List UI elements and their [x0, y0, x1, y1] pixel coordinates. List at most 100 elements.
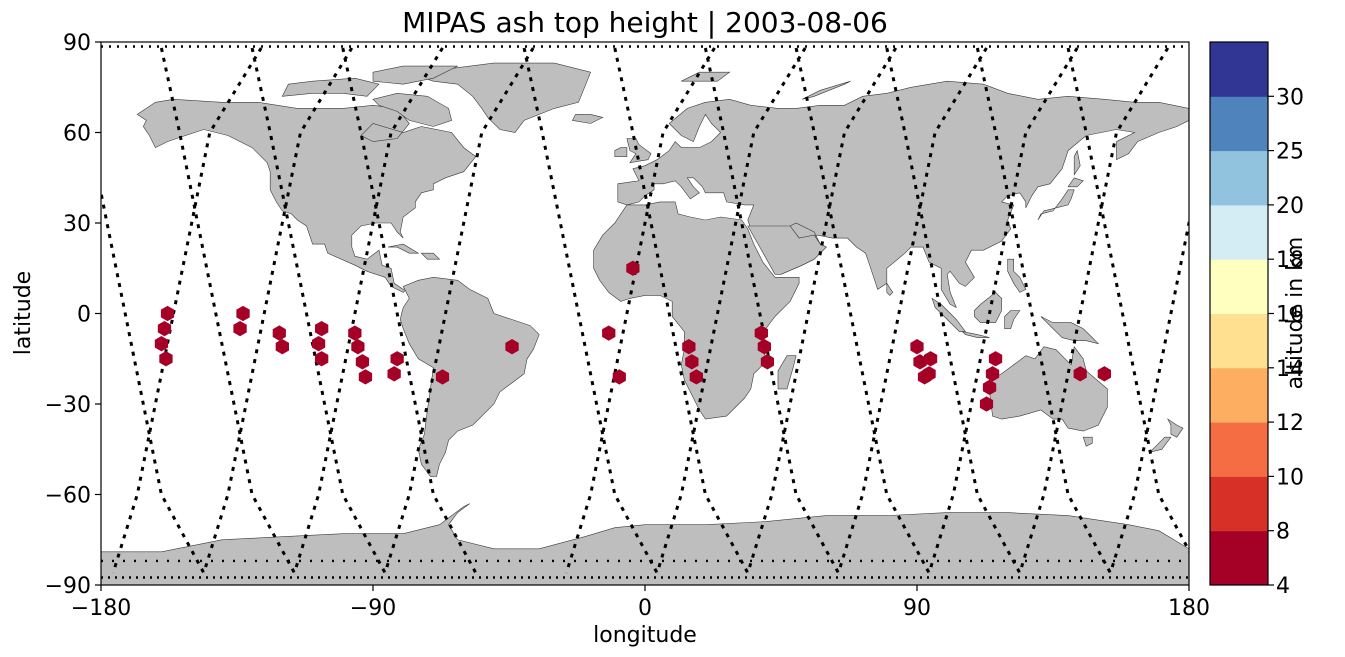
- ash-point: [358, 369, 373, 385]
- track-12: [655, 47, 807, 574]
- track-3: [159, 47, 296, 574]
- land-canadian-islands-2: [372, 65, 458, 85]
- ash-point: [272, 325, 286, 341]
- x-tick-label: 0: [638, 596, 652, 621]
- land-svalbard: [681, 71, 731, 82]
- ash-point: [390, 351, 404, 367]
- ash-point: [314, 351, 329, 367]
- ash-point: [922, 366, 936, 382]
- colorbar-tick-label: 12: [1276, 411, 1304, 436]
- ash-point: [355, 354, 370, 370]
- land-new-zealand-south: [1148, 436, 1172, 453]
- colorbar-tick-label: 30: [1276, 85, 1304, 110]
- land-hokkaido: [1067, 177, 1084, 188]
- colorbar-label: altitude in km: [1283, 237, 1308, 390]
- ash-point: [160, 305, 175, 322]
- colorbar-tick-label: 20: [1276, 194, 1304, 219]
- ash-point: [236, 305, 250, 322]
- ash-point: [910, 339, 924, 355]
- ash-point: [387, 366, 401, 382]
- colorbar-segment: [1210, 422, 1268, 477]
- colorbar-segment: [1210, 150, 1268, 206]
- track-7: [341, 47, 478, 574]
- colorbar-segment: [1210, 96, 1268, 152]
- land-masses: [101, 62, 1189, 585]
- ash-point: [612, 369, 626, 385]
- y-tick-label: 30: [63, 212, 91, 237]
- land-hispaniola: [420, 252, 441, 260]
- ash-point: [435, 369, 450, 385]
- track-13: [703, 47, 840, 574]
- colorbar: 4 8 10 12 14 16 18 20 25 30: [1209, 41, 1304, 599]
- y-tick-label: −30: [45, 393, 91, 418]
- track-20: [1018, 47, 1170, 574]
- plot-area: [100, 41, 1190, 586]
- y-tick-label: −90: [45, 574, 91, 599]
- y-tick-label: −60: [45, 484, 91, 509]
- ash-point: [757, 339, 771, 355]
- ash-point: [626, 260, 640, 276]
- land-novaya-zemlya: [802, 80, 851, 100]
- track-16: [836, 47, 988, 574]
- land-iceland: [572, 114, 604, 124]
- land-new-guinea: [1040, 316, 1100, 345]
- land-sri-lanka: [886, 282, 894, 296]
- x-tick-label: 90: [903, 596, 931, 621]
- track-1: [101, 185, 206, 574]
- ash-point: [275, 339, 290, 355]
- track-21: [1066, 47, 1189, 554]
- land-java: [961, 331, 990, 338]
- colorbar-segment: [1210, 530, 1268, 586]
- land-sakhalin: [1073, 149, 1081, 176]
- land-madagascar: [777, 355, 797, 390]
- ash-point: [348, 325, 362, 341]
- colorbar-segment: [1210, 367, 1268, 423]
- track-22: [1108, 215, 1189, 574]
- colorbar-segment: [1210, 476, 1268, 532]
- ash-point: [311, 336, 326, 352]
- colorbar-segment: [1210, 204, 1268, 260]
- ash-point: [154, 336, 169, 352]
- ash-point: [682, 339, 696, 355]
- track-9: [522, 47, 659, 574]
- land-eurasia: [617, 80, 1189, 309]
- ash-point: [979, 396, 994, 412]
- x-axis: −180 −90 0 90 180: [71, 585, 1210, 621]
- track-6: [292, 47, 444, 574]
- colorbar-segment: [1210, 313, 1268, 369]
- land-new-zealand-north: [1167, 418, 1184, 438]
- land-sulawesi: [1004, 310, 1021, 329]
- ash-point: [689, 369, 703, 385]
- ash-point: [982, 379, 997, 396]
- satellite-tracks: [101, 45, 1189, 579]
- y-axis: −90 −60 −30 0 30 60 90: [45, 31, 101, 599]
- colorbar-tick-label: 4: [1276, 574, 1290, 599]
- land-antarctica: [101, 503, 1189, 585]
- colorbar-tick-label: 18: [1276, 248, 1304, 273]
- colorbar-tick-label: 25: [1276, 140, 1304, 165]
- land-baffin-island: [372, 92, 452, 127]
- track-14: [746, 47, 898, 574]
- colorbar-segment: [1210, 42, 1268, 97]
- land-japan: [1037, 189, 1075, 221]
- y-tick-label: 90: [63, 31, 91, 56]
- ash-point: [754, 325, 768, 341]
- land-ireland: [614, 147, 628, 157]
- ash-point: [685, 354, 699, 370]
- land-north-america: [136, 98, 477, 293]
- ash-point: [157, 320, 172, 337]
- ash-point: [159, 351, 173, 367]
- y-tick-label: 0: [77, 303, 91, 328]
- track-17: [885, 47, 1022, 574]
- track-10: [564, 47, 716, 574]
- x-tick-label: −90: [350, 596, 396, 621]
- ash-point: [314, 320, 329, 337]
- y-axis-label: latitude: [11, 271, 36, 355]
- ash-point: [233, 320, 247, 337]
- land-tasmania: [1082, 436, 1093, 447]
- track-4: [202, 47, 354, 574]
- colorbar-tick-label: 14: [1276, 357, 1304, 382]
- x-tick-label: −180: [71, 596, 131, 621]
- land-british-isles: [626, 138, 652, 164]
